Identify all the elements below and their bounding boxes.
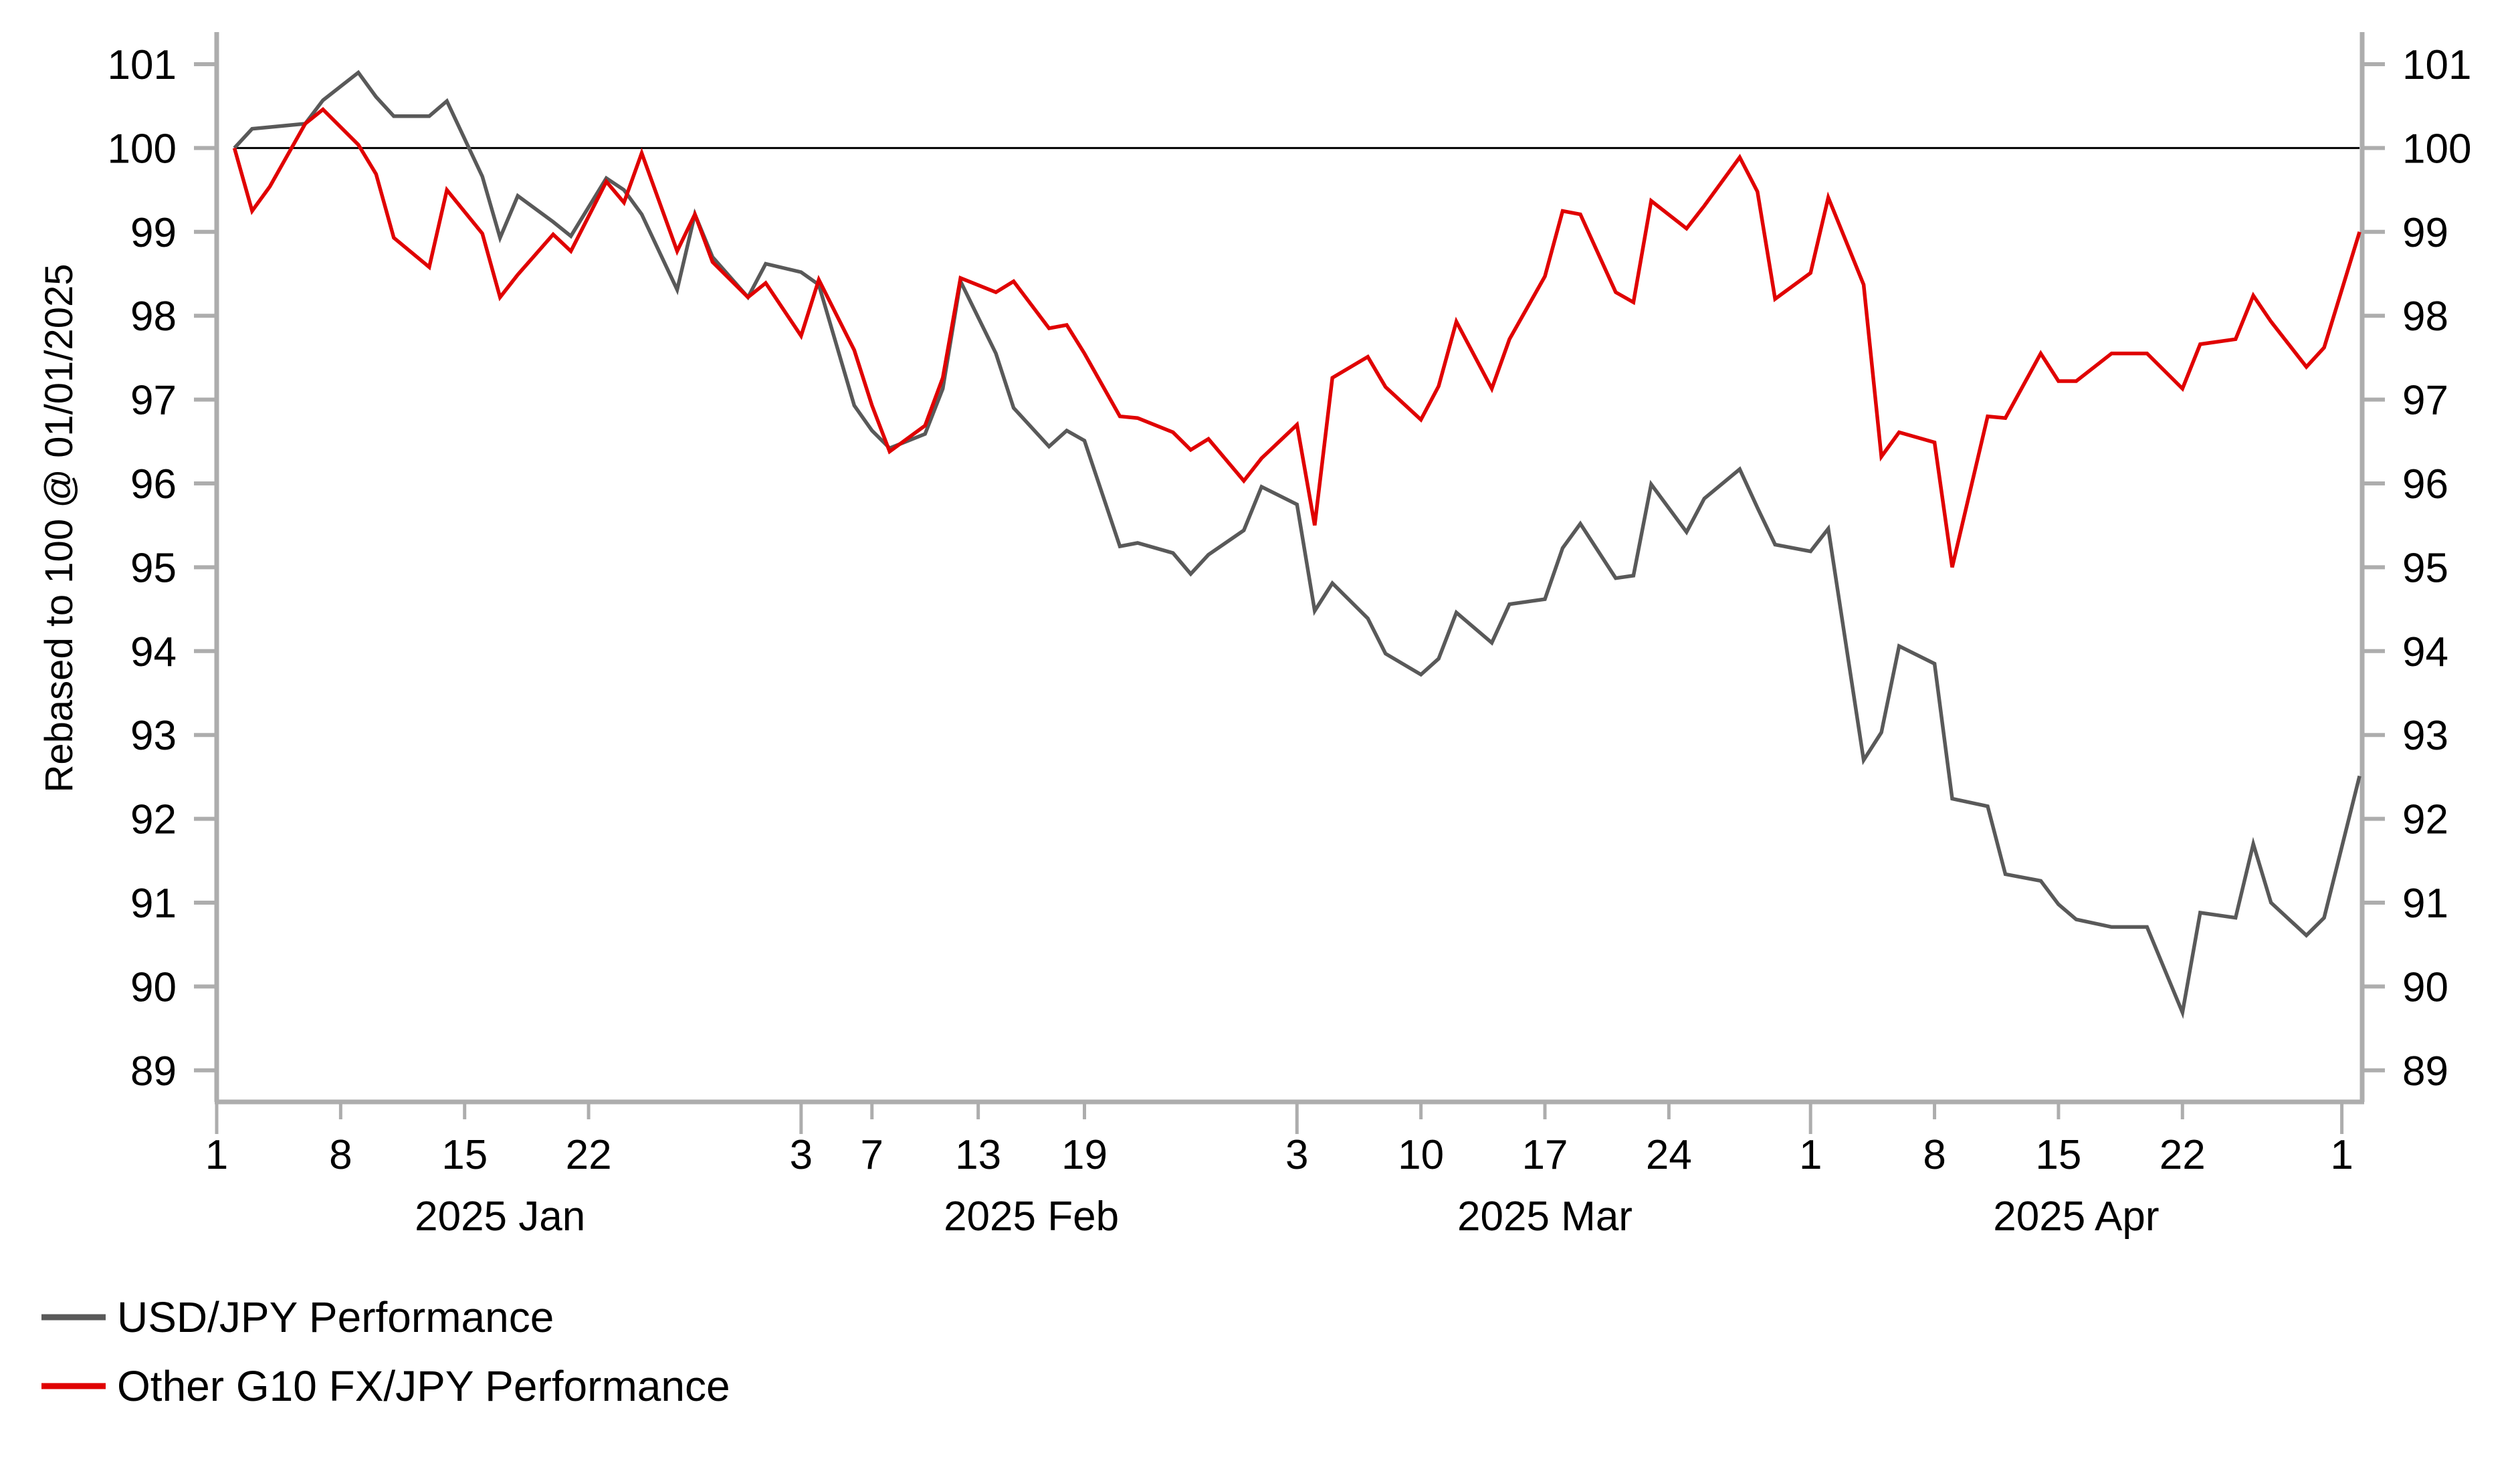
y-tick-label-right: 99 <box>2402 210 2448 256</box>
y-tick-labels-right: 101 100 99 98 97 96 95 94 93 92 91 90 89 <box>2402 42 2471 1095</box>
y-tick-label-left: 101 <box>108 42 177 88</box>
y-tick-label-right: 90 <box>2402 964 2448 1010</box>
x-tick-label: 1 <box>2330 1132 2353 1178</box>
x-tick-label: 15 <box>2035 1132 2081 1178</box>
y-tick-label-right: 94 <box>2402 629 2448 675</box>
x-tick-label: 3 <box>1285 1132 1308 1178</box>
axes <box>194 32 2385 1134</box>
y-tick-label-right: 89 <box>2402 1048 2448 1095</box>
legend: USD/JPY Performance Other G10 FX/JPY Per… <box>41 1293 730 1410</box>
y-tick-label-left: 95 <box>130 545 177 591</box>
series-lines <box>232 70 2361 1020</box>
y-tick-label-right: 92 <box>2402 797 2448 843</box>
legend-label-usdjpy: USD/JPY Performance <box>117 1293 554 1341</box>
x-tick-label: 22 <box>2160 1132 2206 1178</box>
x-tick-label: 22 <box>566 1132 612 1178</box>
x-tick-label: 10 <box>1398 1132 1444 1178</box>
y-tick-label-right: 98 <box>2402 294 2448 340</box>
y-tick-label-left: 92 <box>130 797 177 843</box>
y-tick-label-right: 95 <box>2402 545 2448 591</box>
x-tick-label: 24 <box>1646 1132 1692 1178</box>
y-tick-label-left: 94 <box>130 629 177 675</box>
series-line-usdjpy <box>233 70 2361 1020</box>
y-axis-title: Rebased to 100 @ 01/01/2025 <box>37 264 81 793</box>
y-tick-label-left: 89 <box>130 1048 177 1095</box>
x-tick-label: 17 <box>1522 1132 1568 1178</box>
x-tick-label: 1 <box>205 1132 228 1178</box>
month-labels: 2025 Jan 2025 Feb 2025 Mar 2025 Apr <box>415 1194 2159 1240</box>
y-tick-label-right: 100 <box>2402 126 2471 172</box>
y-tick-label-left: 97 <box>130 378 177 424</box>
y-tick-label-left: 96 <box>130 461 177 507</box>
y-tick-label-right: 97 <box>2402 378 2448 424</box>
y-tick-label-left: 91 <box>130 881 177 927</box>
month-label: 2025 Jan <box>415 1194 585 1240</box>
x-tick-label: 3 <box>790 1132 813 1178</box>
y-tick-label-right: 96 <box>2402 461 2448 507</box>
x-tick-label: 8 <box>1923 1132 1946 1178</box>
x-tick-label: 13 <box>955 1132 1001 1178</box>
y-tick-labels-left: 101 100 99 98 97 96 95 94 93 92 91 90 89 <box>108 42 177 1095</box>
legend-label-g10: Other G10 FX/JPY Performance <box>117 1362 730 1410</box>
x-tick-label: 1 <box>1799 1132 1822 1178</box>
y-tick-label-left: 90 <box>130 964 177 1010</box>
month-label: 2025 Mar <box>1457 1194 1633 1240</box>
x-tick-label: 15 <box>441 1132 488 1178</box>
x-tick-labels: 1 8 15 22 3 7 13 19 3 10 17 24 1 8 15 22 1 <box>205 1132 2353 1178</box>
y-tick-label-left: 98 <box>130 294 177 340</box>
x-tick-label: 7 <box>861 1132 883 1178</box>
y-tick-label-left: 100 <box>108 126 177 172</box>
month-label: 2025 Apr <box>1993 1194 2159 1240</box>
series-line-other-g10 <box>232 107 2361 568</box>
x-tick-label: 19 <box>1061 1132 1108 1178</box>
x-tick-label: 8 <box>329 1132 352 1178</box>
y-tick-label-left: 99 <box>130 210 177 256</box>
y-tick-label-right: 91 <box>2402 881 2448 927</box>
y-tick-label-right: 101 <box>2402 42 2471 88</box>
y-tick-label-right: 93 <box>2402 713 2448 759</box>
month-label: 2025 Feb <box>944 1194 1119 1240</box>
y-tick-label-left: 93 <box>130 713 177 759</box>
